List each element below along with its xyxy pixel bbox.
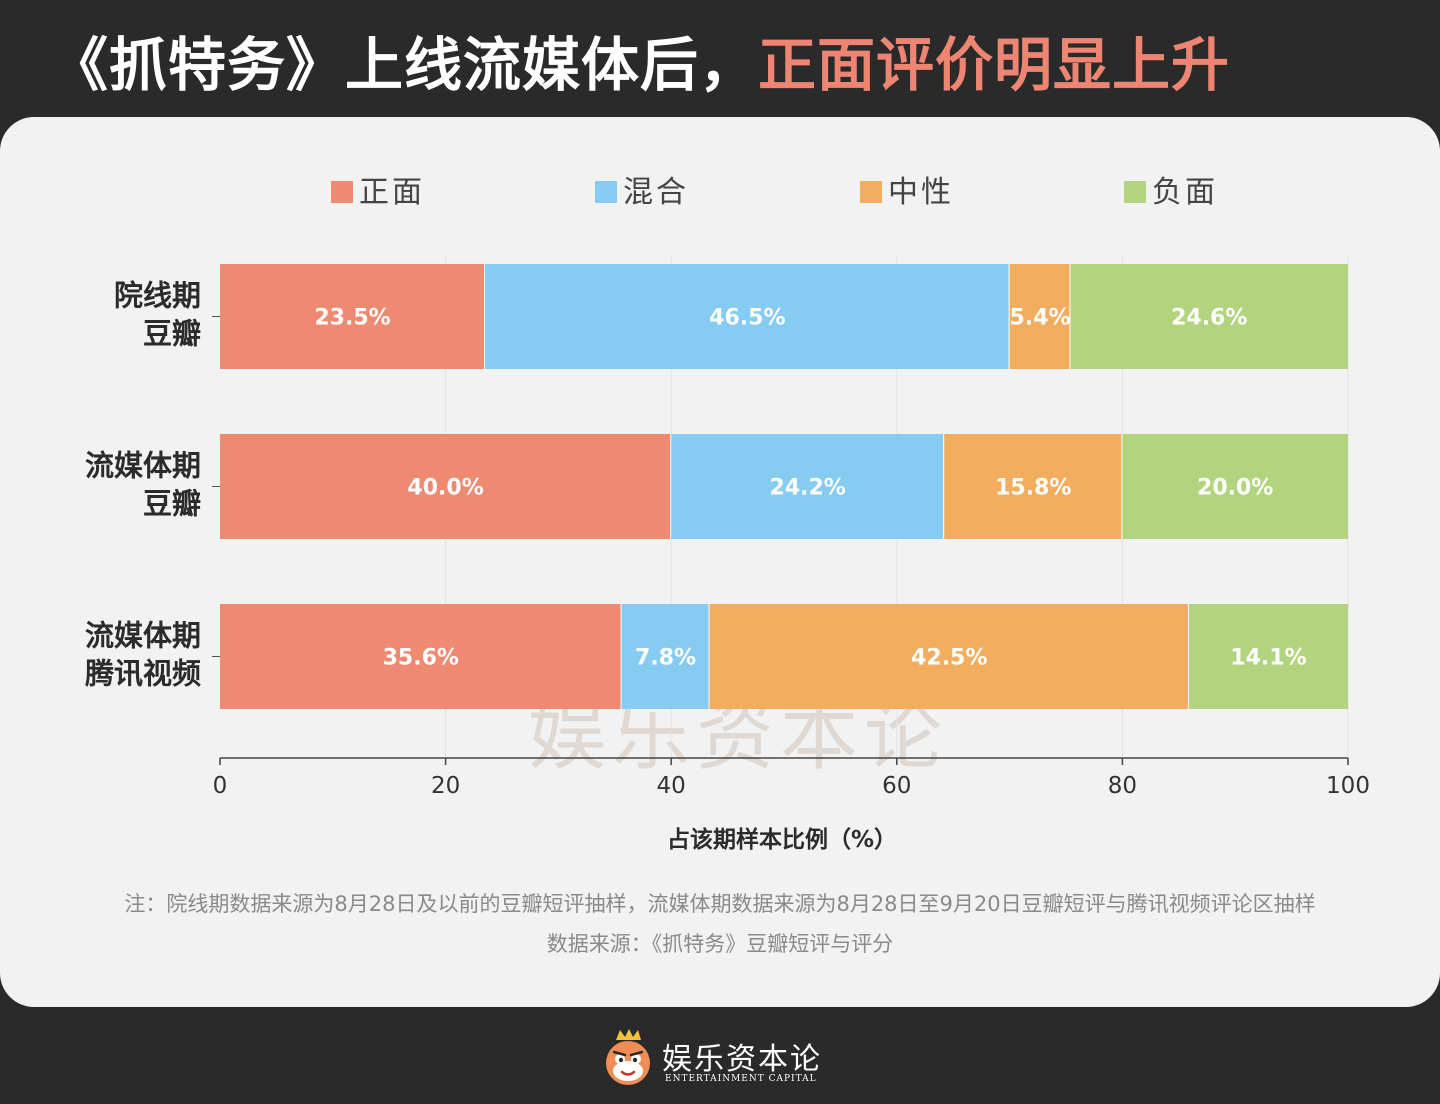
data-label: 40.0% [407, 476, 483, 501]
legend-label: 负面 [1152, 175, 1218, 210]
bar-segment [220, 434, 672, 539]
category-label: 流媒体期 [85, 619, 201, 653]
x-tick-label: 80 [1108, 773, 1137, 799]
brand-subtitle: ENTERTAINMENT CAPITAL [665, 1074, 817, 1084]
x-tick-label: 20 [431, 773, 460, 799]
bar-segment [220, 264, 486, 369]
x-tick-label: 60 [882, 773, 911, 799]
legend-label: 混合 [623, 175, 689, 210]
legend-swatch [1124, 181, 1146, 203]
x-tick-label: 100 [1326, 773, 1370, 799]
legend-swatch [860, 181, 882, 203]
data-label: 24.6% [1171, 306, 1247, 331]
bar-segment [1122, 434, 1348, 539]
legend-swatch [331, 181, 353, 203]
chart-card: 娱乐资本论 23.5% 46.5% 5.4% 24.6% 院线期 豆瓣 40.0% 24.2% 1… [0, 117, 1440, 1007]
bar-segment [485, 264, 1010, 369]
source-line: 数据来源：《抓特务》豆瓣短评与评分 [546, 932, 894, 956]
cartoon-mascot-logo-icon [606, 1029, 650, 1085]
category-label: 院线期 [114, 279, 201, 313]
bar-segment [220, 604, 622, 709]
headline: 《抓特务》上线流媒体后，正面评价明显上升 [50, 18, 1230, 102]
brand-footer: 娱乐资本论 ENTERTAINMENT CAPITAL [0, 1020, 1440, 1100]
bar-segment [671, 434, 945, 539]
category-label: 流媒体期 [85, 449, 201, 483]
bar-segment [944, 434, 1123, 539]
headline-prefix: 《抓特务》上线流媒体后， [50, 31, 759, 99]
category-label: 腾讯视频 [85, 657, 201, 691]
x-tick-label: 40 [657, 773, 686, 799]
legend-label: 正面 [359, 175, 425, 210]
data-label: 46.5% [709, 306, 785, 331]
data-label: 42.5% [911, 646, 987, 671]
brand-name: 娱乐资本论 [662, 1042, 822, 1077]
data-label: 5.4% [1010, 306, 1071, 331]
bar-segment [1188, 604, 1348, 709]
legend-swatch [595, 181, 617, 203]
bar-segment [709, 604, 1189, 709]
x-tick-label: 0 [213, 773, 228, 799]
data-label: 24.2% [770, 476, 846, 501]
bar-segment [1070, 264, 1348, 369]
data-label: 14.1% [1230, 646, 1306, 671]
data-label: 23.5% [314, 306, 390, 331]
data-label: 15.8% [995, 476, 1071, 501]
headline-highlight: 正面评价明显上升 [758, 31, 1231, 99]
data-label: 35.6% [383, 646, 459, 671]
bar-segment [1009, 264, 1071, 369]
data-label: 7.8% [635, 646, 696, 671]
category-label: 豆瓣 [143, 317, 201, 351]
category-label: 豆瓣 [143, 487, 201, 521]
bar-segment [621, 604, 710, 709]
x-axis-title: 占该期样本比例（%） [667, 826, 897, 853]
note-line: 注：院线期数据来源为8月28日及以前的豆瓣短评抽样，流媒体期数据来源为8月28日… [124, 892, 1316, 916]
legend-label: 中性 [888, 175, 954, 210]
data-label: 20.0% [1197, 476, 1273, 501]
